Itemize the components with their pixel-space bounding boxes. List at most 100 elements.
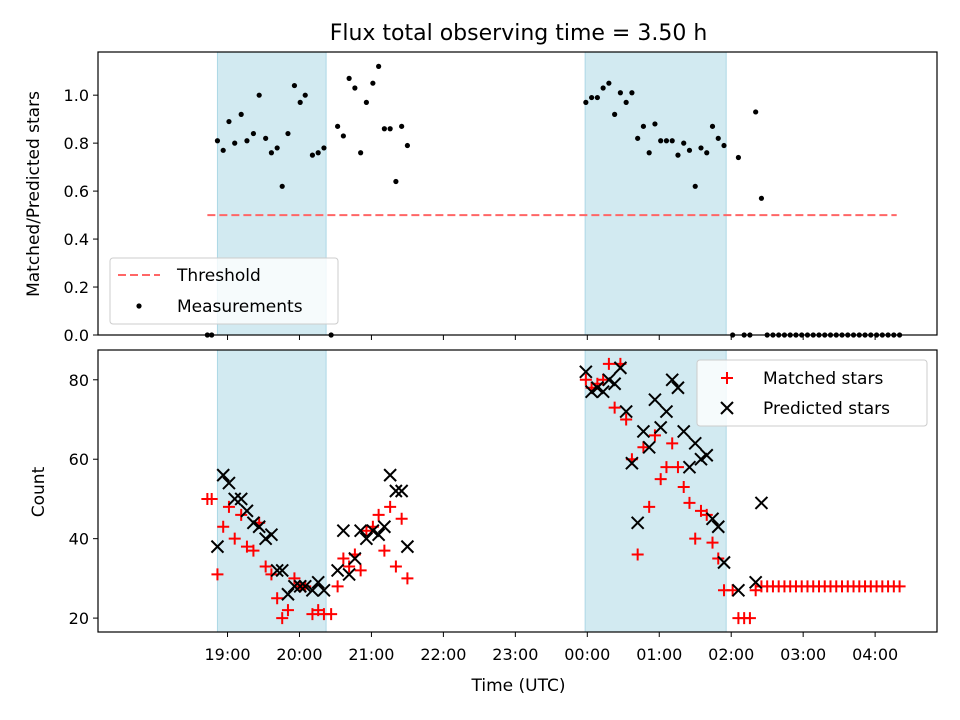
predicted-star-point bbox=[275, 563, 289, 578]
matched-star-point bbox=[689, 532, 702, 545]
top-y-tick-label: 0.8 bbox=[64, 134, 89, 153]
measurement-point bbox=[226, 118, 232, 125]
x-axis-label: Time (UTC) bbox=[471, 676, 566, 696]
measurement-point bbox=[238, 111, 244, 117]
predicted-star-point bbox=[642, 440, 656, 455]
measurement-point bbox=[285, 130, 291, 137]
predicted-star-point bbox=[677, 424, 691, 439]
matched-star-point bbox=[360, 524, 373, 537]
top-legend: Threshold Measurements bbox=[109, 257, 339, 325]
predicted-legend-label: Predicted stars bbox=[763, 399, 890, 419]
measurement-point bbox=[681, 140, 687, 146]
predicted-star-point bbox=[270, 563, 284, 578]
measurement-point bbox=[279, 183, 285, 189]
predicted-star-point bbox=[281, 587, 295, 601]
measurement-point bbox=[635, 135, 641, 141]
predicted-star-point bbox=[258, 531, 273, 546]
top-plot-area bbox=[97, 51, 938, 338]
x-tick-label: 23:00 bbox=[492, 645, 538, 664]
top-y-tick-label: 0.4 bbox=[64, 230, 89, 249]
matched-star-point bbox=[247, 544, 260, 557]
predicted-star-point bbox=[210, 539, 225, 554]
predicted-star-point bbox=[216, 468, 230, 482]
predicted-star-point bbox=[348, 551, 362, 566]
matched-star-point bbox=[643, 500, 656, 513]
predicted-star-point bbox=[705, 512, 720, 526]
measurement-point bbox=[309, 152, 316, 158]
predicted-star-point bbox=[305, 583, 320, 598]
measurement-point bbox=[363, 99, 369, 105]
x-tick-label: 21:00 bbox=[348, 645, 394, 664]
measurement-point bbox=[214, 138, 221, 144]
matched-star-point bbox=[602, 357, 615, 370]
measurement-point bbox=[652, 121, 658, 127]
predicted-star-point bbox=[630, 516, 645, 530]
matched-star-point bbox=[205, 492, 218, 505]
matched-star-point bbox=[660, 461, 673, 474]
matched-star-point bbox=[683, 496, 696, 509]
threshold-legend-label: Threshold bbox=[176, 266, 261, 286]
measurement-point bbox=[220, 147, 226, 153]
predicted-star-point bbox=[596, 384, 610, 399]
predicted-star-point bbox=[748, 575, 763, 590]
measurement-point bbox=[302, 92, 308, 98]
predicted-star-point bbox=[613, 361, 628, 375]
predicted-star-point bbox=[298, 579, 312, 594]
predicted-star-point bbox=[648, 392, 662, 407]
measurement-point bbox=[640, 123, 647, 129]
predicted-star-point bbox=[711, 520, 725, 534]
predicted-star-point bbox=[389, 484, 403, 498]
matched-star-point bbox=[401, 572, 414, 585]
matched-star-point bbox=[228, 532, 241, 545]
measurement-point bbox=[399, 123, 405, 129]
measurement-point bbox=[250, 130, 257, 137]
predicted-star-point bbox=[366, 524, 380, 538]
matched-star-point bbox=[354, 564, 367, 577]
top-y-tick-label: 0.2 bbox=[64, 278, 89, 297]
measurement-point bbox=[263, 135, 269, 141]
measurement-point bbox=[617, 90, 623, 96]
top-y-tick-label: 0.6 bbox=[64, 182, 89, 201]
predicted-star-point bbox=[584, 384, 599, 399]
measurement-point bbox=[686, 147, 693, 153]
measurement-point bbox=[669, 138, 675, 144]
measurement-point bbox=[692, 183, 698, 189]
matched-star-point bbox=[240, 540, 253, 553]
matched-star-point bbox=[666, 437, 679, 450]
measurement-point bbox=[715, 135, 721, 141]
matched-star-point bbox=[608, 401, 621, 414]
matched-star-point bbox=[671, 461, 684, 474]
top-shaded-window-1 bbox=[584, 51, 727, 336]
predicted-star-point bbox=[228, 492, 242, 506]
chart-title: Flux total observing time = 3.50 h bbox=[330, 21, 708, 46]
measurement-point bbox=[594, 94, 600, 101]
measurement-point bbox=[589, 94, 595, 101]
measurement-point bbox=[381, 126, 387, 132]
predicted-star-point bbox=[359, 531, 374, 546]
x-tick-label: 00:00 bbox=[564, 645, 610, 664]
measurement-point bbox=[612, 111, 618, 117]
measurement-point bbox=[370, 80, 376, 86]
matched-star-point bbox=[281, 604, 294, 617]
measurement-point bbox=[256, 92, 262, 98]
predicted-star-point bbox=[579, 365, 593, 379]
predicted-star-point bbox=[665, 373, 679, 387]
predicted-star-point bbox=[317, 583, 331, 598]
x-tick-label: 04:00 bbox=[852, 645, 898, 664]
predicted-legend-swatch bbox=[720, 401, 734, 415]
predicted-star-point bbox=[353, 524, 368, 538]
measurement-point bbox=[698, 145, 704, 151]
bottom-y-tick-label: 80 bbox=[69, 371, 89, 390]
bottom-y-axis-label: Count bbox=[29, 466, 49, 517]
bottom-y-tick-label: 20 bbox=[69, 609, 89, 628]
predicted-star-point bbox=[252, 520, 266, 534]
predicted-star-point bbox=[653, 420, 668, 435]
matched-star-point bbox=[579, 373, 592, 386]
predicted-star-point bbox=[590, 381, 605, 395]
bottom-legend-box bbox=[696, 359, 928, 427]
matched-star-point bbox=[211, 568, 224, 581]
bottom-legend: Matched stars Predicted stars bbox=[696, 359, 928, 427]
predicted-star-point bbox=[682, 460, 697, 474]
measurement-point bbox=[376, 63, 382, 69]
